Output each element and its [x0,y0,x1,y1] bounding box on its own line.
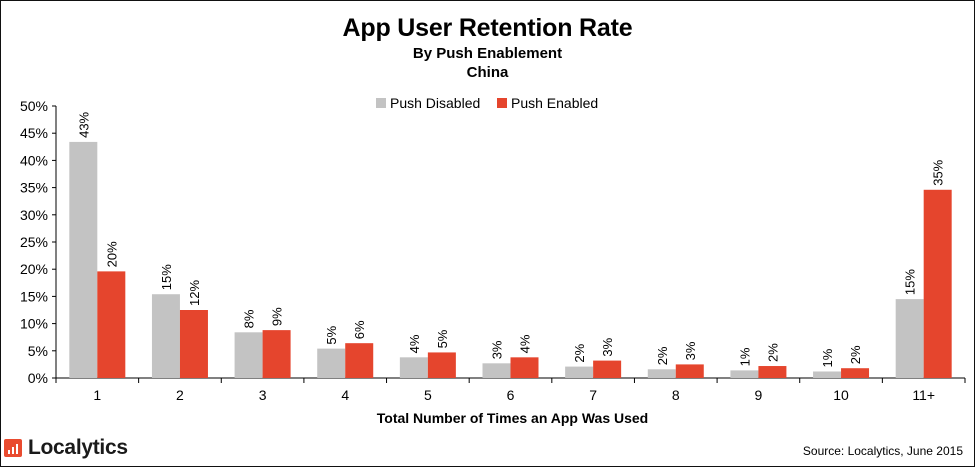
data-label: 43% [76,111,91,137]
data-label: 5% [324,325,339,344]
x-tick-label: 10 [833,387,849,403]
bar-push-enabled [510,357,539,378]
bar-push-enabled [427,352,456,378]
chart-title: App User Retention Rate [342,14,633,42]
y-tick-label: 5% [28,343,48,359]
bar-push-disabled [730,370,759,378]
x-tick-label: 7 [589,387,597,403]
brand-logo: Localytics [4,433,128,463]
chart-subtitle-2: China [466,64,509,81]
y-tick-label: 30% [20,207,48,223]
data-label: 2% [572,343,587,362]
bar-push-disabled [234,332,263,378]
data-label: 1% [737,347,752,366]
bar-push-disabled [647,369,676,378]
bar-push-enabled [179,310,208,378]
y-tick-label: 50% [20,98,48,114]
bar-push-disabled [895,299,924,378]
bar-push-disabled [151,294,180,378]
x-tick-label: 3 [259,387,267,403]
chart-subtitle-1: By Push Enablement [412,45,563,62]
data-label: 4% [518,334,533,353]
x-tick-label: 5 [424,387,432,403]
legend-label: Push Disabled [390,95,480,111]
bar-push-enabled [758,366,787,378]
x-tick-label: 4 [341,387,349,403]
bar-push-disabled [813,371,842,378]
x-tick-label: 9 [755,387,763,403]
data-label: 15% [159,264,174,290]
legend-swatch [497,98,507,108]
data-label: 2% [848,345,863,364]
data-label: 5% [435,329,450,348]
bar-push-enabled [593,360,622,378]
bar-push-disabled [69,141,98,378]
x-tick-label: 8 [672,387,680,403]
y-tick-label: 15% [20,288,48,304]
bar-push-enabled [923,189,952,378]
x-tick-label: 11+ [912,387,935,403]
y-tick-label: 25% [20,234,48,250]
legend-label: Push Enabled [511,95,598,111]
y-tick-label: 35% [20,180,48,196]
data-label: 2% [765,343,780,362]
bar-push-disabled [482,363,511,378]
data-label: 3% [490,340,505,359]
data-label: 35% [931,159,946,185]
y-tick-label: 0% [28,370,48,386]
y-tick-label: 40% [20,152,48,168]
bar-push-enabled [262,330,291,378]
data-label: 15% [903,269,918,295]
y-tick-label: 45% [20,125,48,141]
data-label: 8% [242,309,257,328]
x-axis-title: Total Number of Times an App Was Used [377,410,648,426]
localytics-logo-icon [4,439,22,457]
x-tick-label: 1 [93,387,101,403]
data-label: 3% [683,341,698,360]
legend-swatch [376,98,386,108]
x-tick-label: 6 [507,387,515,403]
data-label: 6% [352,320,367,339]
data-label: 12% [187,280,202,306]
x-tick-label: 2 [176,387,184,403]
bar-push-enabled [97,271,126,378]
brand-name: Localytics [28,436,128,459]
bar-push-enabled [345,343,374,378]
y-tick-label: 10% [20,316,48,332]
data-label: 3% [600,337,615,356]
data-label: 1% [820,348,835,367]
y-tick-label: 20% [20,261,48,277]
data-label: 20% [104,241,119,267]
bar-push-enabled [841,368,870,378]
data-label: 2% [655,346,670,365]
bar-push-disabled [399,357,428,378]
data-label: 4% [407,334,422,353]
data-label: 9% [270,307,285,326]
bar-push-disabled [565,366,594,378]
bar-push-enabled [675,364,704,378]
bar-push-disabled [317,348,346,378]
source-note: Source: Localytics, June 2015 [802,444,963,458]
